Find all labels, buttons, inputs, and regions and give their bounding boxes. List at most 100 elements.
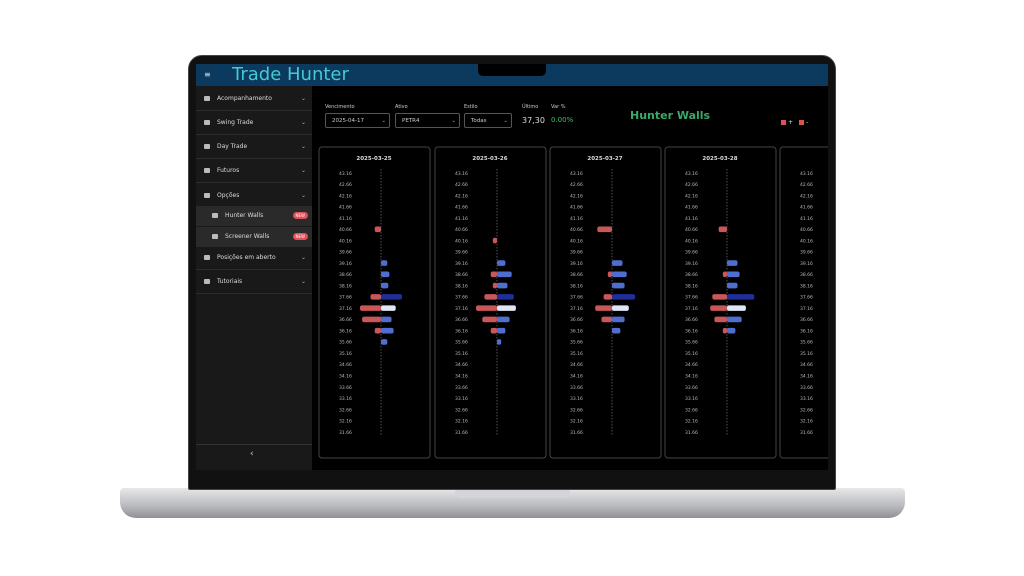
strike-label: 37.66 [570,295,583,301]
strike-label: 33.66 [800,385,813,391]
menu-label: Acompanhamento [217,95,272,102]
menu-divider [196,158,312,159]
strike-label: 35.66 [339,340,352,346]
menu-label: Swing Trade [217,119,254,126]
panel [664,146,777,459]
strike-label: 37.66 [339,295,352,301]
strike-label: 38.16 [455,283,468,289]
menu-icon [204,168,210,173]
panel [318,146,431,459]
call-wall-bar [612,282,625,289]
strike-label: 38.66 [339,272,352,278]
panel-date: 2025-03-25 [356,156,391,162]
menu-icon [204,120,210,125]
strike-label: 38.16 [685,283,698,289]
strike-label: 43.16 [685,171,698,177]
strike-label: 38.16 [339,283,352,289]
select[interactable]: PETR4 ⌄ [395,113,460,128]
strike-label: 39.16 [339,261,352,267]
strike-label: 42.16 [800,193,813,199]
call-wall-bar [381,294,402,300]
strike-label: 39.16 [570,261,583,267]
strike-label: 38.16 [570,283,583,289]
menu-item[interactable]: Day Trade ⌄ [204,143,306,150]
strike-label: 42.16 [570,193,583,199]
strike-label: 41.66 [800,205,813,211]
strike-label: 36.16 [570,328,583,334]
strike-label: 32.66 [455,407,468,413]
strike-label: 38.66 [455,272,468,278]
menu-label: Hunter Walls [225,212,264,219]
menu-item[interactable]: Screener Walls NEW [196,227,312,247]
menu-icon [212,213,218,218]
strike-label: 33.66 [570,385,583,391]
strike-label: 37.16 [570,306,583,312]
menu-item[interactable]: Posições em aberto ⌄ [204,254,306,261]
call-wall-bar [497,271,512,278]
strike-label: 34.66 [800,362,813,368]
strike-label: 34.16 [455,373,468,379]
strike-label: 39.66 [339,250,352,256]
select[interactable]: Todas ⌄ [464,113,512,128]
strike-label: 33.66 [339,385,352,391]
chevron: ⌄ [300,143,306,150]
call-wall-bar [727,316,742,323]
strike-label: 36.16 [800,328,813,334]
put-wall-bar [492,282,497,289]
call-wall-bar [381,316,392,323]
menu-item[interactable]: Tutoriais ⌄ [204,278,306,285]
strike-label: 33.16 [800,396,813,402]
put-wall-bar [482,316,497,323]
call-wall-bar [727,282,738,289]
strike-label: 41.16 [339,216,352,222]
chevron: ⌄ [300,95,306,102]
call-wall-bar [497,339,502,345]
strike-label: 42.16 [455,193,468,199]
put-wall-bar [476,305,497,311]
menu-divider [196,293,312,294]
menu-icon[interactable]: ≡ [204,70,211,79]
menu-icon [204,193,210,198]
put-wall-bar [718,226,727,233]
call-wall-bar [497,294,514,300]
strike-label: 36.16 [455,328,468,334]
control-label: Var % [551,104,566,110]
base-groove [455,490,570,498]
strike-label: 35.66 [570,340,583,346]
menu-icon [204,255,210,260]
chevron: ⌄ [300,167,306,174]
strike-label: 35.66 [455,340,468,346]
strike-label: 37.66 [455,295,468,301]
menu-item[interactable]: Hunter Walls NEW [196,206,312,226]
strike-label: 39.66 [455,250,468,256]
strike-label: 34.66 [570,362,583,368]
strike-label: 32.16 [455,419,468,425]
strike-label: 40.66 [339,227,352,233]
menu-item[interactable]: Acompanhamento ⌄ [204,95,306,102]
select-caret: ⌄ [503,118,508,124]
panel-date: 2025-03-26 [472,156,507,162]
menu-item[interactable]: Futuros ⌄ [204,167,306,174]
strike-label: 35.66 [800,340,813,346]
panel [779,146,828,459]
select[interactable]: 2025-04-17 ⌄ [325,113,390,128]
menu-icon [204,279,210,284]
collapse-button[interactable]: ‹ [250,449,254,459]
call-wall-bar [727,327,736,334]
menu-item[interactable]: Swing Trade ⌄ [204,119,306,126]
strike-label: 43.16 [339,171,352,177]
strike-label: 40.16 [685,238,698,244]
menu-item[interactable]: Opções ⌄ [204,192,306,199]
app-title: Trade Hunter [232,64,349,85]
strike-label: 32.16 [800,419,813,425]
strike-label: 33.66 [455,385,468,391]
menu-icon [204,96,210,101]
put-wall-bar [722,271,727,278]
control-value: 37,30 [522,116,545,125]
menu-divider [196,110,312,111]
put-wall-bar [710,305,727,311]
legend-swatch [799,120,805,125]
put-wall-bar [484,294,497,300]
put-wall-bar [370,294,381,300]
